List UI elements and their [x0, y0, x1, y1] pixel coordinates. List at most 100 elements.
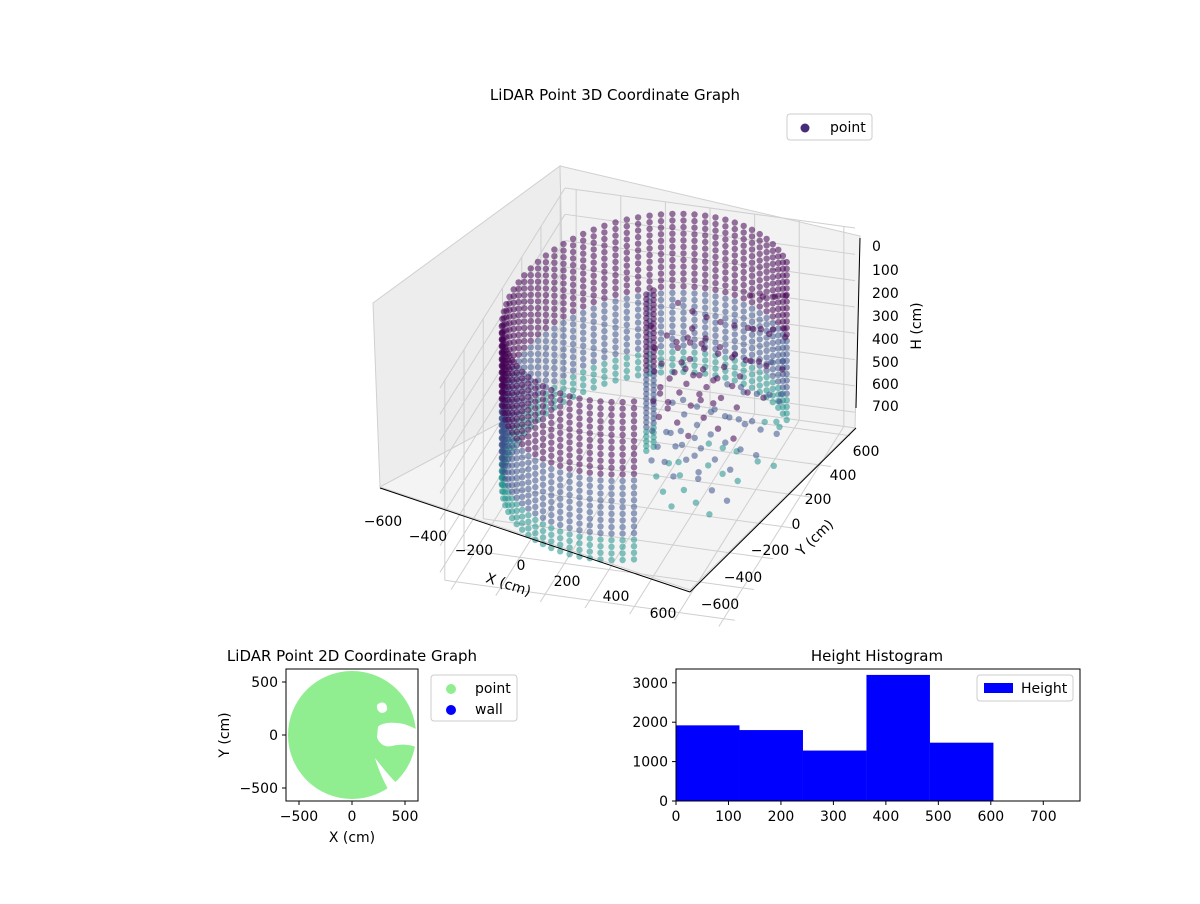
point-marker	[513, 507, 520, 515]
point-marker	[783, 272, 790, 279]
point-marker	[542, 272, 550, 279]
point-marker	[630, 470, 638, 478]
point-marker	[779, 358, 786, 365]
point-marker	[612, 232, 619, 239]
point-marker	[650, 334, 657, 341]
point-marker	[515, 351, 522, 358]
point-marker	[580, 329, 587, 336]
point-marker	[729, 382, 736, 390]
point-marker	[650, 353, 657, 360]
point-marker	[769, 267, 776, 274]
point-marker	[670, 473, 677, 480]
point-marker	[740, 249, 747, 256]
point-marker	[548, 498, 555, 506]
point-marker	[576, 467, 583, 475]
point-marker	[731, 265, 738, 272]
point-marker	[763, 321, 770, 328]
x-tick: 700	[1030, 809, 1057, 825]
point-marker	[763, 301, 770, 308]
point-marker	[539, 409, 547, 416]
point-marker	[519, 441, 526, 448]
point-marker	[654, 443, 661, 450]
point-marker	[576, 494, 583, 501]
point-marker	[650, 296, 657, 304]
point-marker	[534, 311, 542, 318]
point-marker	[590, 325, 597, 332]
point-marker	[586, 403, 593, 411]
point-marker	[525, 466, 532, 473]
point-marker	[643, 438, 650, 445]
y-tick: 0	[269, 728, 278, 744]
point-marker	[674, 299, 682, 307]
point-marker	[691, 342, 698, 350]
point-marker	[691, 434, 698, 442]
point-marker	[714, 375, 721, 382]
y-tick: 400	[830, 468, 857, 484]
point-marker	[623, 321, 630, 329]
point-marker	[539, 508, 547, 515]
point-marker	[657, 224, 665, 231]
point-marker	[643, 357, 650, 364]
point-marker	[521, 331, 528, 338]
point-marker	[691, 362, 698, 369]
point-marker	[763, 341, 770, 348]
point-marker	[525, 426, 532, 433]
point-marker	[608, 431, 615, 439]
point-marker	[707, 431, 714, 438]
point-marker	[566, 544, 573, 551]
point-marker	[597, 510, 604, 517]
point-marker	[525, 485, 532, 493]
point-marker	[576, 474, 583, 481]
point-marker	[513, 494, 520, 501]
x-tick: 500	[925, 809, 952, 825]
point-marker	[722, 282, 729, 289]
point-marker	[763, 242, 770, 249]
point-marker	[569, 288, 577, 295]
point-marker	[650, 410, 657, 417]
point-marker	[551, 266, 558, 273]
point-marker	[532, 405, 539, 412]
point-marker	[680, 329, 687, 336]
point-marker	[643, 419, 650, 426]
point-marker	[674, 419, 681, 426]
point-marker	[753, 390, 761, 398]
point-marker	[722, 348, 729, 355]
point-marker	[569, 314, 577, 321]
point-marker	[669, 237, 676, 244]
point-marker	[663, 428, 670, 436]
point-marker	[539, 527, 547, 535]
point-marker	[649, 427, 656, 434]
point-marker	[647, 322, 655, 329]
point-marker	[534, 357, 542, 364]
point-marker	[669, 289, 676, 297]
point-marker	[634, 273, 642, 280]
point-marker	[560, 372, 567, 379]
x-axis-label-2d: X (cm)	[329, 830, 375, 846]
point-marker	[747, 357, 754, 364]
point-marker	[576, 487, 583, 494]
point-marker	[532, 418, 539, 425]
point-marker	[691, 290, 698, 297]
z-tick: 700	[872, 399, 899, 415]
point-marker	[650, 301, 657, 308]
point-marker	[560, 359, 567, 366]
point-marker	[643, 409, 650, 417]
point-marker	[586, 508, 593, 516]
point-marker	[685, 432, 692, 440]
point-marker	[569, 242, 577, 249]
point-marker	[542, 377, 550, 384]
point-marker	[586, 469, 593, 476]
point-marker	[657, 329, 665, 337]
point-marker	[612, 258, 619, 266]
point-marker	[586, 495, 593, 503]
point-marker	[539, 462, 547, 469]
point-marker	[560, 280, 567, 287]
point-marker	[532, 437, 539, 445]
point-marker	[539, 422, 547, 429]
point-marker	[601, 255, 608, 262]
point-marker	[502, 344, 509, 351]
point-marker	[766, 330, 773, 337]
point-marker	[691, 316, 698, 323]
point-marker	[608, 398, 615, 406]
